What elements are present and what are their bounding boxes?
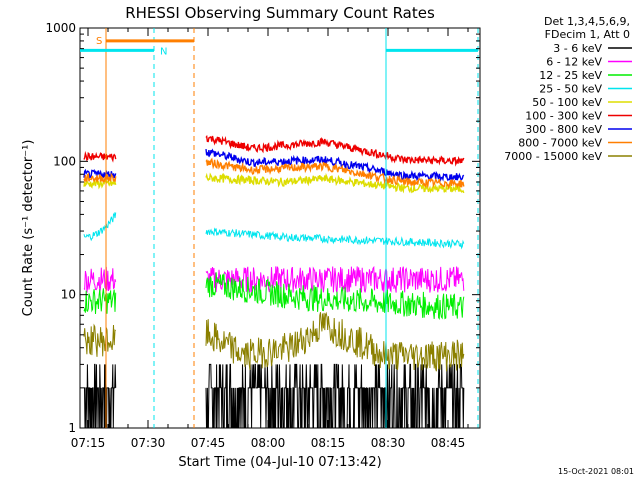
series-line-800to7000keV (83, 157, 465, 190)
series-line-300to800keV (83, 148, 465, 183)
plot-frame (79, 27, 481, 429)
legend-label: 300 - 800 keV (525, 123, 602, 136)
series-100-300keV (83, 134, 465, 167)
legend-label: 100 - 300 keV (525, 110, 602, 123)
series-line-12to25keV (83, 272, 465, 320)
axis-layer: 07:15 07:30 07:45 08:00 08:15 08:30 08:45 1 10 10… (45, 21, 480, 450)
y-tick-label: 1000 (45, 21, 76, 35)
legend-label: 6 - 12 keV (546, 56, 602, 69)
series-12-25keV (83, 272, 465, 320)
legend-header-line-2: FDecim 1, Att 0 (545, 28, 630, 41)
series-line-100to300keV (83, 134, 465, 167)
series-layer (83, 134, 465, 429)
series-25-50keV (83, 211, 465, 250)
x-axis-label: Start Time (04-Jul-10 07:13:42) (178, 455, 381, 470)
x-tick-label: 08:15 (311, 436, 346, 450)
legend-label: 3 - 6 keV (553, 42, 602, 55)
x-tick-label: 07:45 (191, 436, 226, 450)
series-line-3-6-kev (84, 363, 465, 429)
plot-area: SN 07:15 07:30 07:45 08:00 08:15 08:30 08:4511… (45, 21, 481, 450)
chart-title: RHESSI Observing Summary Count Rates (125, 4, 435, 22)
annotation-label-n: N (160, 46, 167, 57)
y-tick-label: 100 (53, 154, 76, 168)
series-300-800keV (83, 148, 465, 183)
series-7000-15000keV (83, 311, 465, 372)
annotation-label-s: S (96, 36, 102, 47)
marker-layer: SN (80, 28, 479, 428)
legend-label: 7000 - 15000 keV (504, 150, 602, 163)
x-tick-label: 07:30 (131, 436, 166, 450)
legend-label: 800 - 7000 keV (518, 137, 602, 150)
legend-label: 12 - 25 keV (539, 69, 602, 82)
legend-label: 25 - 50 keV (539, 83, 602, 96)
y-axis-label: Count Rate (s⁻¹ detector⁻¹) (21, 140, 36, 317)
footer-timestamp: 15-Oct-2021 08:01 (558, 467, 634, 476)
x-tick-label: 08:00 (251, 436, 286, 450)
series-3-6keV (84, 363, 465, 429)
x-tick-label: 07:15 (71, 436, 106, 450)
series-line-25to50keV (83, 211, 465, 250)
legend: Det 1,3,4,5,6,9, FDecim 1, Att 0 3 - 6 k… (504, 15, 632, 163)
x-tick-label: 08:30 (371, 436, 406, 450)
series-line-7000to15000keV (83, 311, 465, 372)
y-tick-label: 10 (61, 288, 76, 302)
x-tick-label: 08:45 (431, 436, 466, 450)
legend-header-line-1: Det 1,3,4,5,6,9, (544, 15, 630, 28)
series-800-7000keV (83, 157, 465, 190)
legend-label: 50 - 100 keV (532, 96, 602, 109)
y-tick-label: 1 (68, 421, 76, 435)
